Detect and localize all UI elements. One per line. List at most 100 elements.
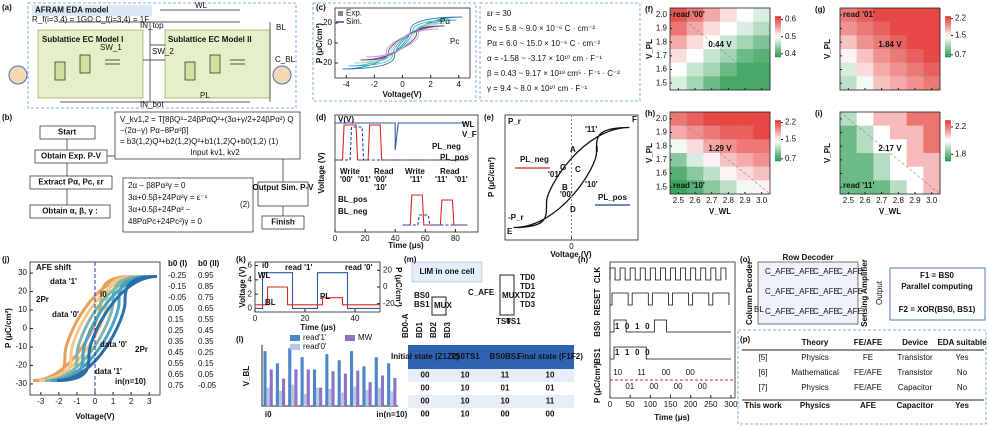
heat-cell [907,126,924,140]
x-axis-label: Time (μs) [388,241,424,250]
label: 0 [635,348,640,357]
plot-frame [505,115,638,240]
panel-label: (p) [740,335,751,344]
table-header: Device [902,338,928,347]
legend-label: MW [358,333,373,342]
table-cell: 10 [501,397,510,406]
label: Finish [271,218,295,227]
table-cell: 0.55 [198,315,214,324]
heat-cell [753,167,770,181]
y-tick-label: 1.9 [656,128,668,137]
heat-cell [907,139,924,153]
heat-cell [857,63,874,77]
heat-cell [857,112,874,126]
heat-cell [923,126,940,140]
label: 2Pr [36,295,49,304]
label: Start [58,128,77,137]
table-cell: Capacitor [897,401,934,410]
y-tick-label: 0 [328,38,333,47]
heat-cell [873,49,890,63]
colorbar-step [775,16,781,18]
label: 00 [662,368,671,377]
heat-cell [923,167,940,181]
colorbar-label: 0.6 [785,15,797,24]
table-cell: -0.05 [198,381,217,390]
label: 00 [698,382,707,391]
table-cell: 0.45 [168,348,184,357]
panel-label: (l) [236,335,244,344]
colorbar-step [775,145,781,147]
colorbar-step [945,157,951,159]
label: AFRAM EDA model [35,6,108,15]
label: BD2 [429,321,438,338]
x-tick-label: 0 [608,400,613,409]
label: Extract Pα, Pc, εr [38,178,103,187]
label: PL_neg [432,142,461,151]
colorbar-step [945,41,951,43]
label: 1.84 V [878,40,902,49]
x-tick-label: 2.8 [723,196,735,205]
heat-cell [737,153,754,167]
x-axis-label: Voltage(V) [383,90,422,99]
bar [313,369,316,406]
label: D [570,205,576,214]
heat-cell [923,35,940,49]
x-tick-label: 2.5 [843,196,855,205]
legend-marker [290,344,300,350]
x-tick-label: 0 [253,314,258,323]
table-cell: 0.75 [168,381,184,390]
label: 2α − β8Pα²γ = 0 [128,181,186,190]
x-tick-label: 2.7 [706,196,718,205]
heat-cell [670,63,687,77]
colorbar-step [945,135,951,137]
heat-cell [907,49,924,63]
y-axis-label: V_BL [242,366,251,387]
table-header: TS0TS1 [450,352,480,361]
table-cell: 00 [546,410,555,419]
x-tick-label: 3.0 [756,196,768,205]
table-cell: 0.15 [198,359,214,368]
label: PL_pos [598,193,627,202]
label: 3α+0.5β+24Pα² − [128,205,191,214]
x-tick-label: in(n=10) [376,410,407,419]
table-cell: 0.45 [198,326,214,335]
label: C_BL [275,55,296,64]
table-cell: 00 [421,384,430,393]
colorbar-step [775,133,781,135]
colorbar-step [945,55,951,57]
label: BS1 [414,300,430,309]
bar [263,351,266,406]
colorbar-step [945,47,951,49]
x-tick-label: i0 [265,410,272,419]
y-tick-label: 2 [248,289,253,298]
heat-cell [670,126,687,140]
heat-cell [840,126,857,140]
x-tick-label: 2.5 [673,196,685,205]
heat-cell [703,167,720,181]
colorbar-step [775,29,781,31]
label: b0 (II) [198,259,220,268]
y-tick-label: 1.6 [656,169,668,178]
cell-label: C_AFE [765,287,791,296]
label: A [570,145,576,154]
x-tick-label: 0 [400,80,405,89]
colorbar-step [775,120,781,122]
heat-cell [753,49,770,63]
heat-cell [720,22,737,36]
heat-cell [840,49,857,63]
heat-cell [890,63,907,77]
y-tick-label: -30 [15,379,27,388]
heat-cell [890,22,907,36]
cell-label: C_AFE [837,267,863,276]
heat-cell [687,167,704,181]
x-tick-label: 4 [457,80,462,89]
label: 2Pr [135,345,148,354]
heat-cell [753,22,770,36]
colorbar-step [775,22,781,24]
colorbar-step [945,35,951,37]
bar [341,393,344,406]
colorbar-step [775,55,781,57]
label: 10 [613,368,622,377]
bar [378,388,381,406]
bar [279,391,282,406]
